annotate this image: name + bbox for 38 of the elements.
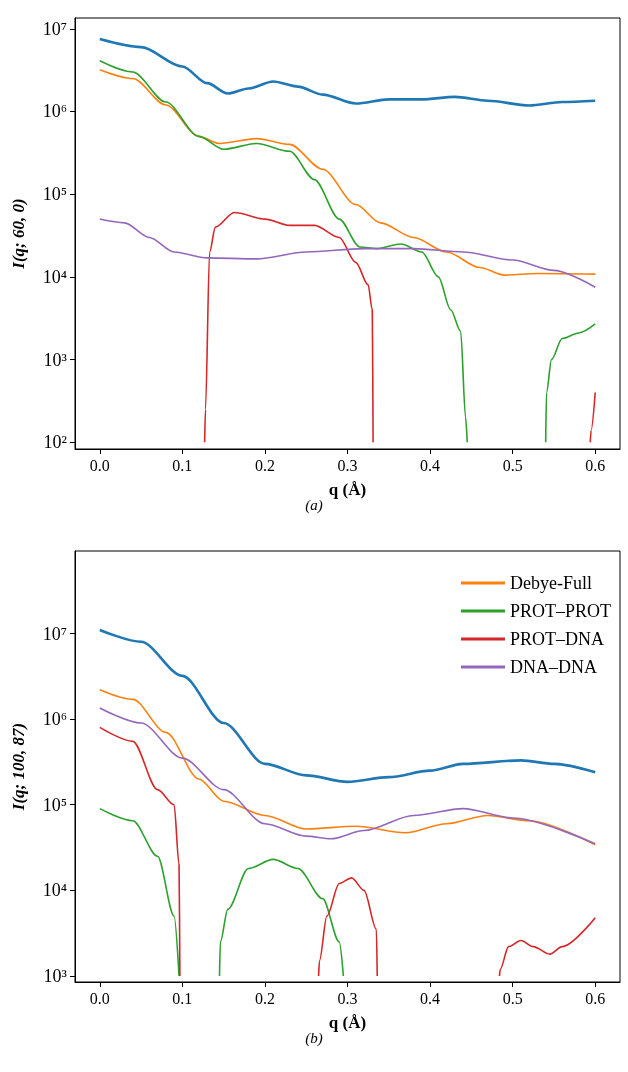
x-tick-label: 0.0 [89, 456, 110, 474]
y-tick-label: 10⁴ [42, 266, 67, 287]
text: (a) [305, 496, 323, 514]
y-tick-label: 10⁵ [42, 794, 67, 815]
y-tick-label: 10³ [43, 349, 68, 370]
y-tick-label: 10⁶ [42, 101, 67, 122]
legend-label: DNA–DNA [509, 657, 597, 677]
legend-label: Debye-Full [509, 573, 592, 593]
x-axis-title: q (Å) [328, 480, 367, 499]
y-tick-label: 10⁴ [42, 880, 67, 901]
x-tick-label: 0.3 [337, 989, 358, 1007]
line-series [98, 37, 597, 107]
x-tick-label: 0.1 [172, 989, 193, 1007]
x-tick-label: 0.2 [254, 989, 275, 1007]
y-tick-label: 10³ [43, 965, 68, 986]
y-tick-label: 10⁷ [42, 18, 67, 39]
x-tick-label: 0.5 [502, 989, 523, 1007]
x-tick-label: 0.2 [254, 456, 275, 474]
y-tick-label: 10⁷ [42, 623, 67, 644]
line-series [98, 218, 597, 289]
x-tick-label: 0.4 [420, 989, 441, 1007]
y-tick-label: 10⁶ [42, 709, 67, 730]
y-axis-title: I(q; 60, 0) [9, 198, 28, 270]
x-tick-label: 0.3 [337, 456, 358, 474]
x-tick-label: 0.6 [585, 989, 606, 1007]
x-tick-label: 0.1 [172, 456, 193, 474]
x-tick-label: 0.0 [89, 989, 110, 1007]
y-tick-label: 10² [43, 432, 67, 453]
x-tick-label: 0.5 [502, 456, 523, 474]
x-tick-label: 0.4 [420, 456, 441, 474]
legend-label: PROT–PROT [509, 601, 612, 621]
line-series [98, 68, 597, 276]
y-tick-label: 10⁵ [42, 184, 67, 205]
legend-label: PROT–DNA [509, 629, 604, 649]
x-axis-title: q (Å) [328, 1013, 367, 1032]
x-tick-label: 0.6 [585, 456, 606, 474]
text: (b) [305, 1029, 323, 1047]
y-axis-title: I(q; 100, 87) [9, 722, 28, 812]
